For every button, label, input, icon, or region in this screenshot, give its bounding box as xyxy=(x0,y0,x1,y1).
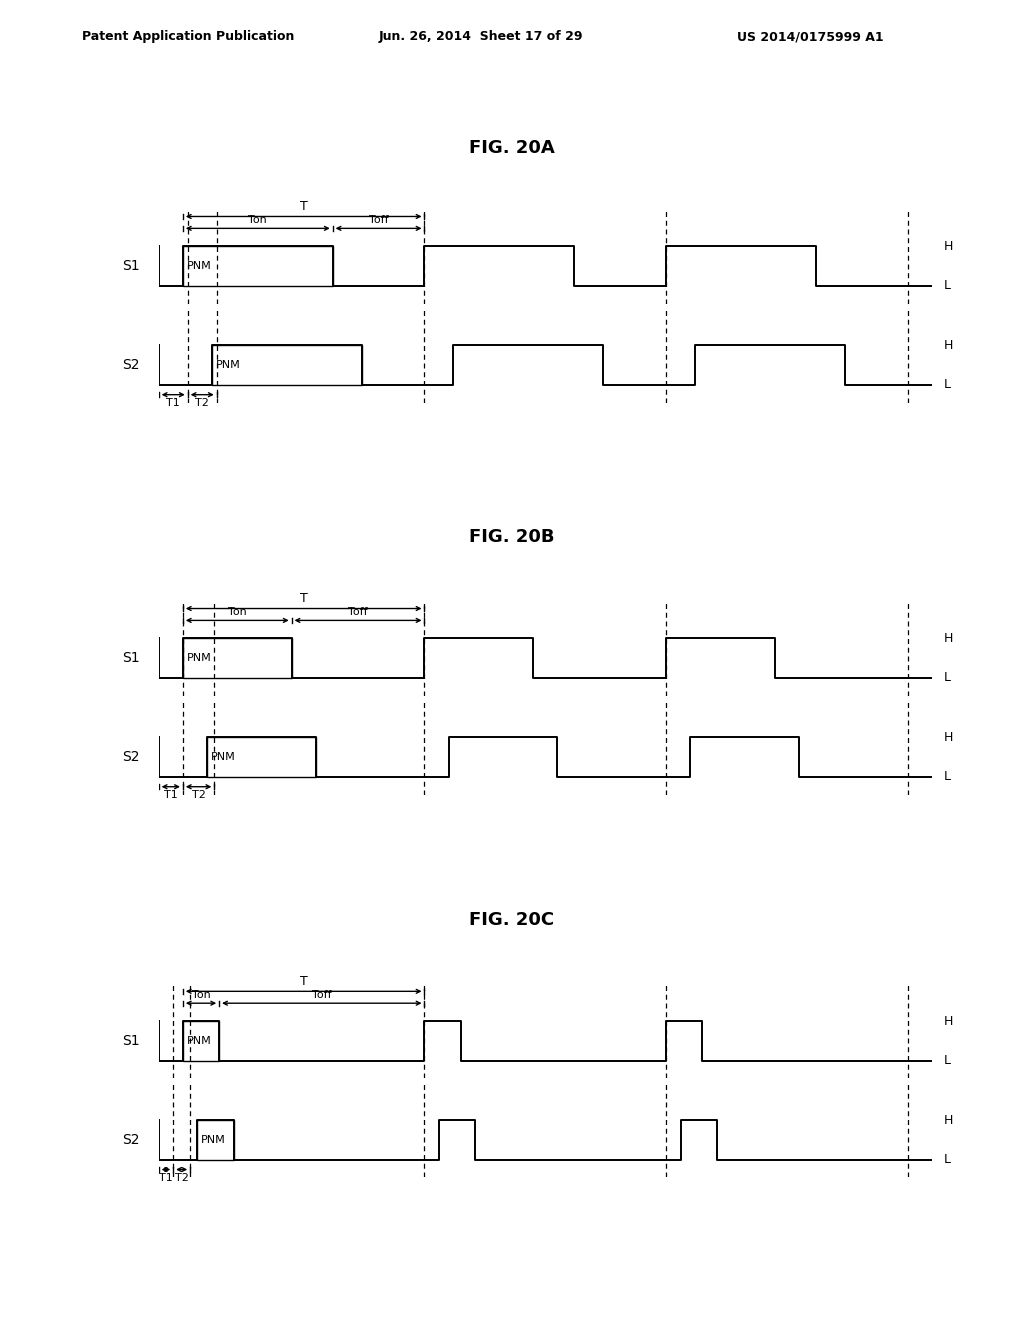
Text: S1: S1 xyxy=(122,651,139,665)
Text: H: H xyxy=(944,1114,953,1126)
Text: FIG. 20B: FIG. 20B xyxy=(469,528,555,546)
Text: T: T xyxy=(300,593,307,606)
Text: S1: S1 xyxy=(122,259,139,273)
Text: H: H xyxy=(944,1015,953,1027)
Text: S2: S2 xyxy=(122,750,139,764)
Text: Patent Application Publication: Patent Application Publication xyxy=(82,30,294,44)
Text: PNM: PNM xyxy=(201,1135,225,1144)
Text: Jun. 26, 2014  Sheet 17 of 29: Jun. 26, 2014 Sheet 17 of 29 xyxy=(379,30,584,44)
Text: Toff: Toff xyxy=(348,607,368,618)
Text: H: H xyxy=(944,632,953,644)
Text: S1: S1 xyxy=(122,1034,139,1048)
Text: T1: T1 xyxy=(159,1172,173,1183)
Text: H: H xyxy=(944,731,953,743)
Text: Ton: Ton xyxy=(249,215,267,226)
Text: L: L xyxy=(944,379,951,391)
Text: L: L xyxy=(944,1055,951,1067)
Text: T1: T1 xyxy=(166,397,180,408)
Text: PNM: PNM xyxy=(186,1036,211,1045)
Text: Toff: Toff xyxy=(369,215,388,226)
Bar xyxy=(207,737,315,776)
Bar xyxy=(198,1119,233,1160)
Text: Ton: Ton xyxy=(228,607,247,618)
Bar xyxy=(183,1022,219,1061)
Text: T2: T2 xyxy=(191,789,206,800)
Text: L: L xyxy=(944,771,951,783)
Text: T2: T2 xyxy=(196,397,209,408)
Text: T1: T1 xyxy=(164,789,178,800)
Text: H: H xyxy=(944,240,953,252)
Text: FIG. 20C: FIG. 20C xyxy=(469,911,555,929)
Text: Toff: Toff xyxy=(312,990,332,1001)
Text: T: T xyxy=(300,975,307,989)
Text: L: L xyxy=(944,672,951,684)
Bar xyxy=(183,246,333,286)
Text: FIG. 20A: FIG. 20A xyxy=(469,139,555,157)
Text: PNM: PNM xyxy=(215,360,241,370)
Text: T: T xyxy=(300,201,307,214)
Text: PNM: PNM xyxy=(211,752,236,762)
Bar xyxy=(183,639,292,678)
Text: PNM: PNM xyxy=(186,261,211,271)
Text: US 2014/0175999 A1: US 2014/0175999 A1 xyxy=(737,30,884,44)
Text: S2: S2 xyxy=(122,1133,139,1147)
Text: H: H xyxy=(944,339,953,351)
Text: Ton: Ton xyxy=(191,990,210,1001)
Text: L: L xyxy=(944,1154,951,1166)
Text: L: L xyxy=(944,280,951,292)
Text: S2: S2 xyxy=(122,358,139,372)
Text: T2: T2 xyxy=(175,1172,188,1183)
Text: PNM: PNM xyxy=(186,653,211,663)
Bar xyxy=(212,346,361,385)
